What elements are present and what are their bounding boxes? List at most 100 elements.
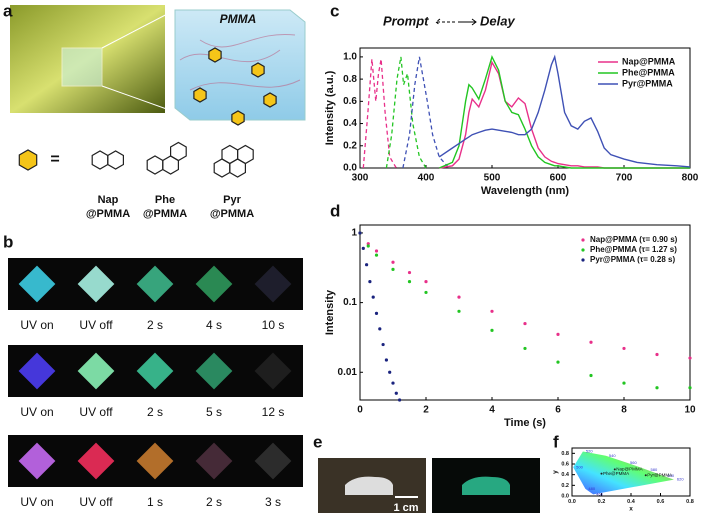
y-tick-label: 0.01 [338, 367, 358, 378]
locus-label: 620 [677, 477, 684, 482]
data-point [374, 311, 379, 315]
prompt-line [402, 56, 450, 169]
data-point [398, 398, 402, 402]
data-point [394, 391, 398, 395]
sample-glow [136, 442, 174, 480]
sample-glow [18, 265, 56, 303]
molecule-label: @PMMA [86, 208, 130, 220]
locus-label: 580 [651, 467, 658, 472]
panel-label: d [330, 201, 340, 220]
x-tick-label: 600 [550, 173, 567, 184]
matrix-label: PMMA [220, 12, 257, 26]
data-point [366, 244, 370, 248]
data-point [490, 328, 494, 332]
spectral-locus [573, 451, 674, 495]
data-point [384, 358, 388, 362]
prompt-line [385, 56, 427, 169]
y-axis-label: y [552, 470, 559, 474]
dopant [193, 87, 207, 103]
caption: UV off [79, 405, 113, 419]
data-point [378, 327, 382, 331]
plot-frame [359, 224, 691, 401]
data-point [490, 309, 494, 313]
y-tick-label: 0.6 [561, 461, 569, 467]
legend-marker [581, 238, 585, 242]
data-point [358, 231, 362, 235]
data-point [622, 381, 626, 385]
sample-glow [254, 352, 292, 390]
sample-glow [18, 352, 56, 390]
caption: UV off [79, 495, 113, 509]
legend-label: Phe@PMMA [622, 67, 675, 77]
data-point [655, 352, 659, 357]
molecule-label: Pyr [223, 194, 241, 206]
molecule-label: Nap [98, 194, 119, 206]
legend-label: Nap@PMMA (τ= 0.90 s) [590, 235, 678, 244]
molecule-ring [146, 155, 164, 175]
equals: = [50, 151, 59, 168]
data-point [688, 386, 692, 390]
arrow-delay [458, 18, 477, 26]
x-tick-label: 0.6 [657, 499, 665, 505]
sample-glow [77, 352, 115, 390]
molecule-label: @PMMA [143, 208, 187, 220]
point-label: Phe@PMMA [603, 471, 629, 476]
data-point [361, 246, 365, 250]
sample-glow [254, 265, 292, 303]
data-point [407, 270, 412, 275]
sample-glow [195, 352, 233, 390]
y-tick-label: 1 [351, 228, 357, 239]
annotation: Delay [480, 13, 515, 28]
caption: 3 s [265, 495, 281, 509]
data-point [381, 342, 385, 347]
x-tick-label: 8 [621, 405, 627, 416]
y-tick-label: 0.4 [343, 118, 357, 129]
legend-label: Pyr@PMMA (τ= 0.28 s) [590, 255, 675, 264]
molecule-ring [107, 150, 125, 170]
data-point [391, 267, 395, 271]
data-point [371, 295, 375, 299]
molecule-ring [237, 144, 254, 165]
data-point [391, 381, 395, 385]
x-tick-label: 0.2 [598, 499, 606, 505]
dopant [251, 62, 265, 78]
data-point [424, 290, 428, 295]
y-tick-label: 0.2 [561, 483, 569, 489]
data-point [424, 280, 428, 284]
zoom-line [101, 85, 176, 113]
x-tick-label: 400 [418, 173, 435, 184]
dopant [208, 47, 222, 63]
x-axis-label: x [629, 505, 633, 512]
caption: UV on [20, 318, 53, 332]
locus-label: 560 [630, 460, 637, 465]
panel-label: e [313, 432, 322, 451]
x-tick-label: 700 [616, 173, 633, 184]
x-tick-label: 300 [352, 173, 369, 184]
y-tick-label: 0.0 [343, 163, 357, 174]
panel-label: f [553, 432, 559, 451]
cie-point [613, 468, 616, 471]
sample-glow [77, 442, 115, 480]
locus-label: 480 [588, 486, 595, 491]
bear-glow [462, 476, 510, 495]
bear-model [345, 476, 393, 495]
data-point [523, 346, 527, 351]
legend-marker [581, 258, 585, 262]
data-point [374, 253, 379, 257]
y-tick-label: 0.1 [343, 297, 357, 308]
y-axis-label: Intensity (a.u.) [324, 70, 336, 145]
caption: 2 s [147, 405, 163, 419]
caption: 4 s [206, 318, 222, 332]
y-tick-label: 1.0 [343, 52, 357, 63]
x-tick-label: 0.0 [568, 499, 576, 505]
data-point [622, 346, 626, 351]
series-line [438, 54, 691, 168]
data-point [366, 242, 370, 246]
data-point [655, 386, 659, 390]
molecule-label: Phe [155, 194, 175, 206]
x-tick-label: 500 [484, 173, 501, 184]
film [61, 47, 103, 87]
y-tick-label: 0.2 [343, 140, 357, 151]
caption: UV on [20, 495, 53, 509]
